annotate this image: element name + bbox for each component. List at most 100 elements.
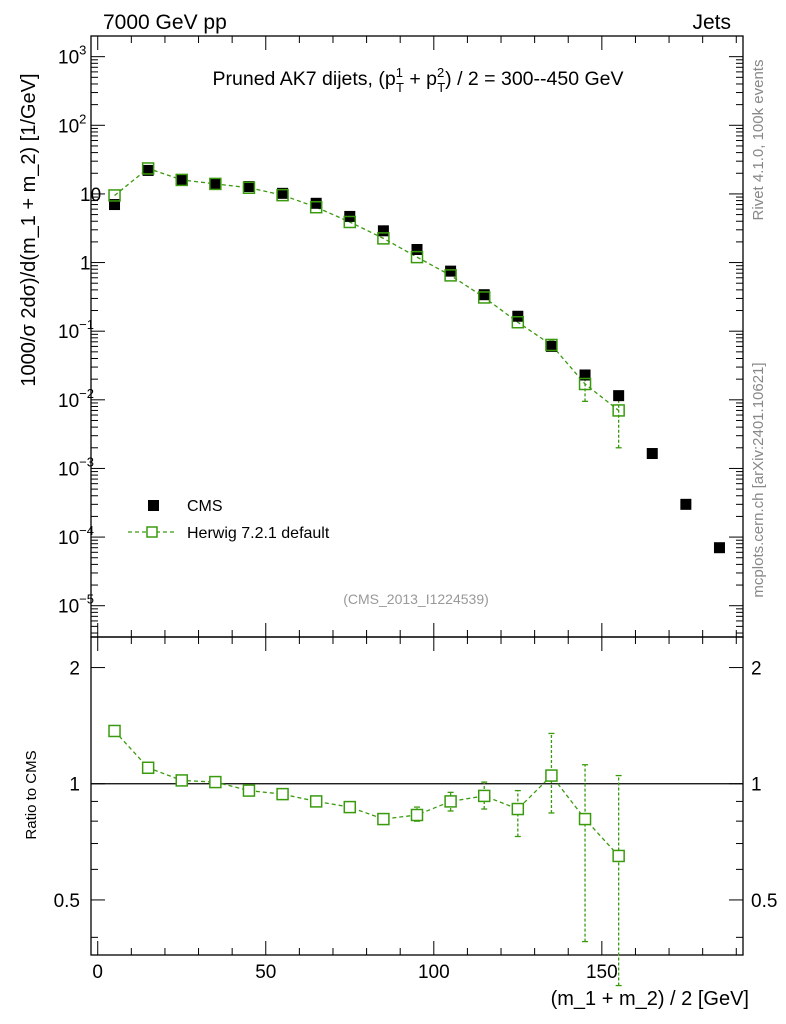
ratio-tick-labels: 0.5 0.5 1 1 2 2 0 50 100 150 <box>54 659 778 983</box>
tick-base: 10 <box>58 459 79 480</box>
ratio-point <box>242 784 256 797</box>
x-tick-label: 150 <box>586 962 618 983</box>
ratio-point <box>410 808 424 822</box>
ratio-y-tick-label-left: 0.5 <box>54 891 80 912</box>
title-part-mid: + p <box>404 68 437 90</box>
cms-point <box>142 164 154 176</box>
ratio-point <box>309 795 323 808</box>
herwig-point <box>578 377 592 391</box>
cms-point <box>176 174 188 186</box>
legend-herwig-label: Herwig 7.2.1 default <box>187 525 330 542</box>
ratio-y-tick-label-left: 1 <box>69 775 80 796</box>
title-sup2: 2 <box>437 65 444 80</box>
ratio-point <box>175 774 188 787</box>
cms-point <box>310 197 322 209</box>
ratio-point <box>343 800 357 814</box>
ratio-point <box>108 724 121 738</box>
main-y-tick-label: 102 <box>58 111 86 137</box>
cms-point <box>445 265 457 277</box>
ratio-point <box>477 789 491 803</box>
main-axis-ticks <box>91 35 743 637</box>
ratio-y-axis-label: Ratio to CMS <box>23 750 40 839</box>
herwig-point <box>444 269 457 282</box>
plot-title: Pruned AK7 dijets, (p1 T + p2 T) / 2 = 300… <box>213 65 624 95</box>
ratio-y-tick-label-left: 2 <box>69 659 80 680</box>
analysis-id: (CMS_2013_I1224539) <box>343 591 489 607</box>
cms-point <box>109 199 121 211</box>
tick-base: 1 <box>80 254 91 275</box>
title-part-pre: Pruned AK7 dijets, (p <box>213 68 396 90</box>
herwig-point <box>477 291 491 304</box>
herwig-point <box>612 404 625 417</box>
tick-exponent: −5 <box>79 592 94 607</box>
main-y-tick-label: 1 <box>80 254 91 275</box>
x-axis-label: (m_1 + m_2) / 2 [GeV] <box>551 988 749 1010</box>
ratio-axis-ticks <box>91 637 743 955</box>
herwig-point <box>343 215 357 229</box>
tick-exponent: −2 <box>79 386 94 401</box>
legend: CMS Herwig 7.2.1 default <box>128 498 330 542</box>
x-tick-label: 50 <box>255 962 276 983</box>
ratio-point <box>612 849 625 863</box>
ratio-plot-frame <box>90 636 744 956</box>
ratio-y-tick-label-right: 2 <box>751 659 762 680</box>
herwig-point <box>410 250 424 264</box>
main-y-tick-label: 103 <box>58 43 86 69</box>
ratio-point <box>444 795 457 808</box>
tick-base: 10 <box>58 116 79 137</box>
ratio-point <box>578 812 592 826</box>
title-part-post: ) / 2 = 300--450 GeV <box>445 68 623 90</box>
cms-point <box>209 178 221 190</box>
ratio-point <box>545 769 558 782</box>
ratio-point <box>511 802 525 816</box>
cms-point <box>680 498 692 510</box>
x-tick-label: 100 <box>418 962 450 983</box>
title-sub2: T <box>437 80 445 95</box>
cms-point <box>411 243 423 255</box>
main-y-tick-label: 10−5 <box>58 592 94 618</box>
tick-exponent: −1 <box>79 317 94 332</box>
main-y-tick-label: 10 <box>80 185 101 206</box>
legend-cms-marker <box>148 500 159 511</box>
x-tick-label: 0 <box>92 962 103 983</box>
herwig-point <box>511 315 525 329</box>
main-data-layer <box>108 162 725 554</box>
ratio-point <box>141 761 155 775</box>
herwig-point <box>242 181 256 195</box>
tick-exponent: 2 <box>79 111 86 126</box>
cms-point <box>277 187 289 199</box>
cms-point <box>478 289 490 301</box>
main-y-tick-label: 10−2 <box>58 386 94 412</box>
tick-exponent: −4 <box>79 523 94 538</box>
cms-point <box>613 390 625 402</box>
herwig-line <box>114 167 620 411</box>
tick-base: 10 <box>58 528 79 549</box>
main-y-tick-label: 10−3 <box>58 454 94 480</box>
cms-point <box>243 181 255 193</box>
cms-point <box>377 225 389 237</box>
tick-base: 10 <box>58 597 79 618</box>
legend-herwig-marker <box>146 526 158 538</box>
cms-point <box>646 448 658 460</box>
herwig-point <box>108 189 121 202</box>
title-sub1: T <box>396 80 404 95</box>
ratio-point <box>209 775 222 789</box>
header-right: Jets <box>692 11 731 34</box>
herwig-point <box>276 188 289 202</box>
tick-base: 10 <box>58 391 79 412</box>
header-left: 7000 GeV pp <box>103 11 227 34</box>
herwig-point <box>209 177 222 191</box>
rivet-version-label: Rivet 4.1.0, 100k events <box>750 60 767 221</box>
legend-cms-label: CMS <box>187 498 223 515</box>
tick-exponent: 3 <box>79 43 86 58</box>
mcplots-label: mcplots.cern.ch [arXiv:2401.10621] <box>750 362 767 597</box>
main-y-axis-label: 1000/σ 2dσ)/d(m_1 + m_2) [1/GeV] <box>18 73 40 386</box>
tick-base: 10 <box>58 48 79 69</box>
ratio-point <box>377 812 390 826</box>
herwig-point <box>309 200 323 214</box>
herwig-point <box>545 338 558 352</box>
ratio-data-layer <box>108 724 625 987</box>
ratio-point <box>276 787 289 801</box>
